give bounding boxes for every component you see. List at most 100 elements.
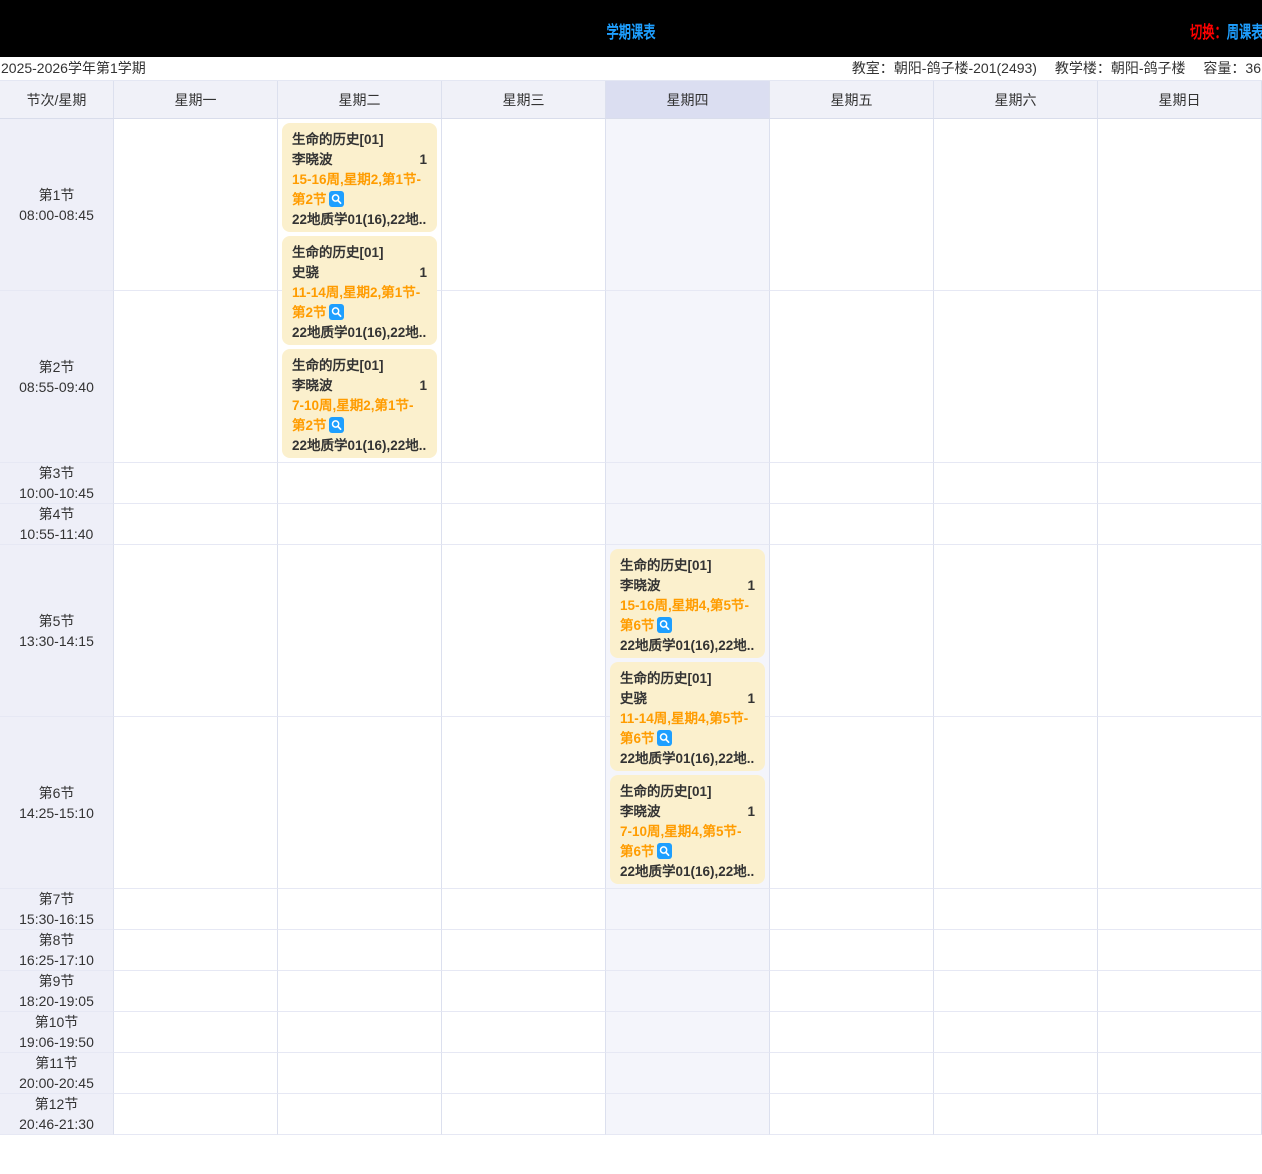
course-weeks: 11-14周,星期4,第5节-第6节 [620, 709, 755, 749]
period-name: 第6节 [38, 784, 75, 801]
day-header-6[interactable]: 星期六 [934, 81, 1098, 119]
schedule-cell [278, 1012, 442, 1053]
schedule-cell [1098, 717, 1262, 889]
schedule-cell [770, 119, 934, 291]
course-title: 生命的历史[01] [292, 132, 384, 147]
course-teacher: 李晓波 [620, 578, 661, 593]
switch-label: 切换： [1190, 23, 1227, 42]
day-header-3[interactable]: 星期三 [442, 81, 606, 119]
schedule-cell [114, 971, 278, 1012]
period-name: 第12节 [34, 1096, 79, 1112]
schedule-cell [770, 717, 934, 889]
schedule-cell [606, 1094, 770, 1135]
schedule-cell [770, 971, 934, 1012]
course-card[interactable]: 生命的历史[01] 史骁 1 11-14周,星期4,第5节-第6节 22地质学01(16… [610, 662, 765, 771]
view-switcher[interactable]: 切换：周课表 [1190, 18, 1262, 43]
schedule-cell [1098, 889, 1262, 930]
course-title: 生命的历史[01] [620, 784, 712, 799]
schedule-cell [606, 463, 770, 504]
course-teacher-row: 李晓波 1 [620, 802, 755, 822]
schedule-cell [442, 291, 606, 463]
course-weeks-text: 11-14周,星期4,第5节-第6节 [620, 711, 749, 746]
period-label-cell: 第1节 08:00-08:45 [0, 119, 114, 291]
magnifier-preview-icon[interactable] [656, 730, 672, 746]
course-teacher: 李晓波 [620, 804, 661, 819]
magnifier-preview-icon[interactable] [328, 304, 344, 320]
period-time: 16:25-17:10 [19, 952, 94, 968]
magnifier-preview-icon[interactable] [328, 191, 344, 207]
period-name: 第9节 [38, 973, 75, 989]
course-classes: 22地质学01(16),22地... [620, 751, 755, 766]
info-bar: 2025-2026学年第1学期 教室：朝阳-鸽子楼-201(2493) 教学楼：… [0, 57, 1262, 80]
schedule-cell [770, 1094, 934, 1135]
period-time: 08:00-08:45 [19, 206, 94, 223]
schedule-cell [934, 971, 1098, 1012]
schedule-cell [770, 545, 934, 717]
course-teacher-row: 李晓波 1 [292, 150, 427, 170]
course-card[interactable]: 生命的历史[01] 李晓波 1 15-16周,星期4,第5节-第6节 22地质学01(1… [610, 549, 765, 658]
period-name: 第3节 [38, 465, 75, 481]
schedule-cell [1098, 1094, 1262, 1135]
schedule-cell [934, 1053, 1098, 1094]
schedule-cell [114, 545, 278, 717]
schedule-cell [934, 889, 1098, 930]
course-card[interactable]: 生命的历史[01] 李晓波 1 7-10周,星期2,第1节-第2节 22地质学01(16… [282, 349, 437, 458]
schedule-cell [114, 1053, 278, 1094]
schedule-cell [770, 504, 934, 545]
day-header-1[interactable]: 星期一 [114, 81, 278, 119]
magnifier-preview-icon[interactable] [656, 843, 672, 859]
corner-header-cell: 节次/星期 [0, 81, 114, 119]
schedule-cell [278, 463, 442, 504]
course-card[interactable]: 生命的历史[01] 李晓波 1 7-10周,星期4,第5节-第6节 22地质学01(16… [610, 775, 765, 884]
schedule-cell [114, 1012, 278, 1053]
course-count: 1 [747, 578, 755, 593]
schedule-cell [934, 463, 1098, 504]
schedule-cell [934, 545, 1098, 717]
schedule-cell [114, 504, 278, 545]
course-weeks-text: 7-10周,星期2,第1节-第2节 [292, 398, 414, 433]
schedule-cell [114, 717, 278, 889]
course-card[interactable]: 生命的历史[01] 李晓波 1 15-16周,星期2,第1节-第2节 22地质学01(1… [282, 123, 437, 232]
schedule-table: 节次/星期 星期一 星期二 星期三 星期四 星期五 星期六 星期日第1节 08:00-08:45… [0, 80, 1262, 1135]
day-header-2[interactable]: 星期二 [278, 81, 442, 119]
schedule-cell [278, 889, 442, 930]
course-classes: 22地质学01(16),22地... [620, 638, 755, 653]
schedule-cell [934, 119, 1098, 291]
period-label-cell: 第2节 08:55-09:40 [0, 291, 114, 463]
schedule-cell [1098, 545, 1262, 717]
course-teacher-row: 李晓波 1 [620, 576, 755, 596]
building-value: 朝阳-鸽子楼 [1110, 60, 1186, 76]
day-header-5[interactable]: 星期五 [770, 81, 934, 119]
course-teacher: 李晓波 [292, 152, 333, 167]
course-classes: 22地质学01(16),22地... [620, 864, 755, 879]
period-time: 15:30-16:15 [19, 911, 94, 927]
schedule-cell [442, 1012, 606, 1053]
schedule-cell [114, 291, 278, 463]
schedule-cell [1098, 971, 1262, 1012]
schedule-cell [606, 889, 770, 930]
schedule-cell [114, 889, 278, 930]
course-card[interactable]: 生命的历史[01] 史骁 1 11-14周,星期2,第1节-第2节 22地质学01(16… [282, 236, 437, 345]
course-weeks-text: 15-16周,星期2,第1节-第2节 [292, 172, 422, 207]
period-label-cell: 第9节 18:20-19:05 [0, 971, 114, 1012]
schedule-cell [934, 930, 1098, 971]
schedule-cell [1098, 291, 1262, 463]
schedule-cell [442, 504, 606, 545]
schedule-cell [1098, 930, 1262, 971]
day-header-7[interactable]: 星期日 [1098, 81, 1262, 119]
switch-to-week-table-link[interactable]: 周课表 [1226, 23, 1262, 42]
schedule-cell [442, 889, 606, 930]
magnifier-preview-icon[interactable] [656, 617, 672, 633]
period-label-cell: 第4节 10:55-11:40 [0, 504, 114, 545]
schedule-cell [278, 1094, 442, 1135]
schedule-cell [1098, 463, 1262, 504]
magnifier-preview-icon[interactable] [328, 417, 344, 433]
building-label: 教学楼： [1054, 60, 1111, 76]
schedule-cell [114, 930, 278, 971]
day-header-4[interactable]: 星期四 [606, 81, 770, 119]
schedule-cell [606, 1012, 770, 1053]
schedule-cell [278, 971, 442, 1012]
schedule-cell [770, 463, 934, 504]
course-teacher: 李晓波 [292, 378, 333, 393]
course-classes: 22地质学01(16),22地... [292, 438, 427, 453]
